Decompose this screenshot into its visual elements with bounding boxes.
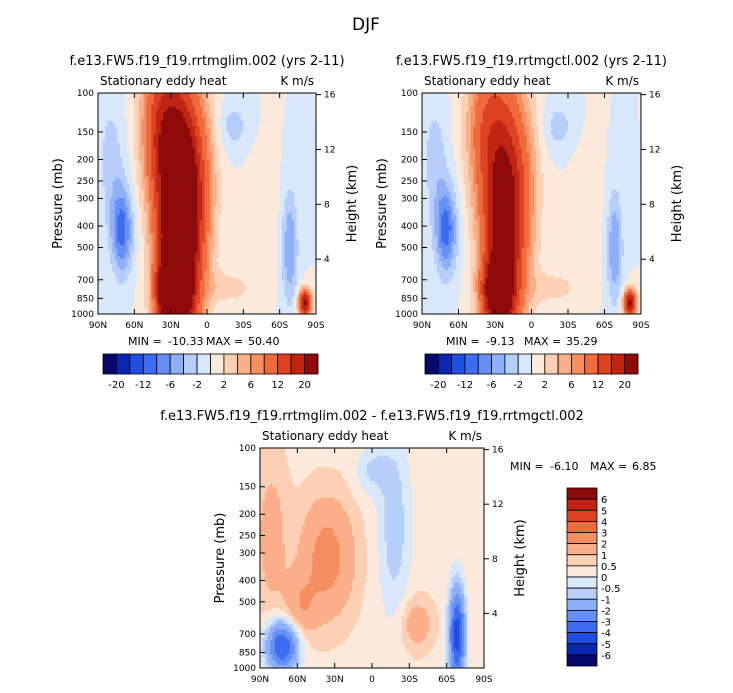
page-title: DJF bbox=[352, 15, 380, 35]
chart-panel-1: f.e13.FW5.f19_f19.rrtmglim.002 (yrs 2-11… bbox=[51, 54, 360, 391]
heatmap-field bbox=[98, 93, 317, 315]
